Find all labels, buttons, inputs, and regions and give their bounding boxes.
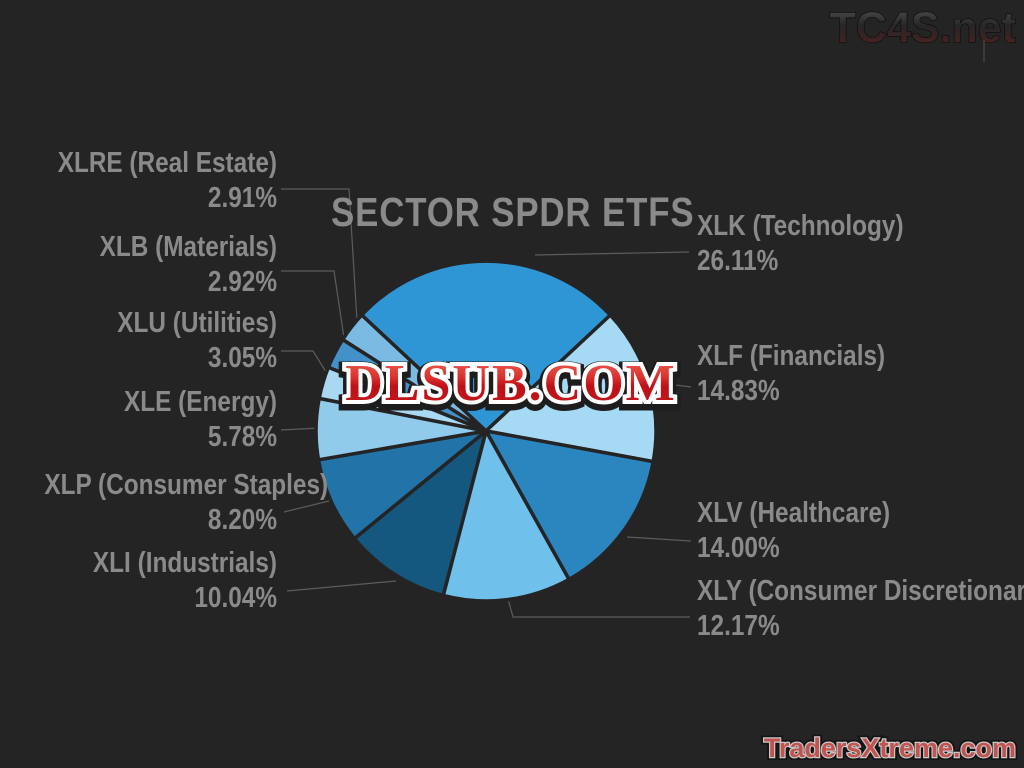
pie-slice-xlre (340, 313, 488, 433)
leader-line-xle (280, 427, 321, 431)
sector-label-percent: 26.11% (697, 245, 779, 277)
pie-slice-xlk (359, 259, 613, 433)
sector-label-percent: 5.78% (207, 421, 277, 453)
leader-line-xlb (281, 270, 347, 352)
center-watermark-shadow: DLSUB.COM (345, 358, 676, 415)
sector-label-name: XLF (Financials) (697, 340, 886, 372)
sector-label-percent: 3.05% (207, 342, 277, 374)
sector-label-xlp: XLP (Consumer Staples) 8.20% (44, 468, 329, 538)
sector-label-name: XLB (Materials) (99, 231, 278, 263)
sector-label-percent: 10.04% (194, 582, 277, 614)
sector-label-xlk: XLK (Technology) 26.11% (697, 209, 983, 279)
top-right-watermark: TC4S.net (829, 3, 1017, 62)
top-right-watermark-text: TC4S.net (830, 4, 1016, 52)
leader-line-xlk (534, 251, 690, 256)
leader-line-xlp (283, 499, 334, 513)
pie-slice-xli (352, 429, 488, 598)
sector-label-name: XLI (Industrials) (92, 547, 278, 579)
sector-label-xlu: XLU (Utilities) 3.05% (44, 306, 277, 376)
center-watermark: DLSUB.COM DLSUB.COM (338, 351, 682, 423)
sector-label-name: XLK (Technology) (697, 210, 904, 242)
center-watermark-text: DLSUB.COM (345, 355, 676, 412)
sector-label-xly: XLY (Consumer Discretionary) 12.17% (697, 574, 1024, 644)
pie-slice-xlf (484, 313, 658, 464)
sector-label-name: XLRE (Real Estate) (57, 147, 277, 179)
pie-slice-xly (441, 429, 571, 603)
sector-label-percent: 14.00% (697, 532, 780, 564)
sector-label-xli: XLI (Industrials) 10.04% (44, 546, 277, 616)
sector-label-name: XLU (Utilities) (117, 307, 277, 339)
sector-label-xle: XLE (Energy) 5.78% (44, 385, 277, 455)
sector-label-percent: 8.20% (207, 504, 277, 536)
sector-label-xlb: XLB (Materials) 2.92% (44, 230, 277, 300)
sector-label-percent: 14.83% (697, 375, 780, 407)
leader-line-xlre (281, 188, 358, 322)
leader-line-xlf (651, 381, 692, 388)
bottom-right-watermark: TradersXtreme.com TradersXtreme.com (761, 730, 1019, 766)
sector-label-name: XLY (Consumer Discretionary) (697, 575, 1024, 607)
sector-label-percent: 2.91% (207, 182, 277, 214)
sector-label-percent: 12.17% (697, 610, 780, 642)
sector-label-xlre: XLRE (Real Estate) 2.91% (44, 146, 277, 216)
sector-label-xlf: XLF (Financials) 14.83% (697, 339, 983, 409)
bottom-right-watermark-text: TradersXtreme.com (764, 733, 1016, 763)
chart-title: SECTOR SPDR ETFS (331, 189, 695, 235)
leader-line-xli (286, 580, 397, 592)
bottom-right-watermark-shadow: TradersXtreme.com (764, 733, 1016, 763)
leader-line-xlv (626, 536, 692, 542)
sector-label-percent: 2.92% (207, 266, 277, 298)
leader-line-xly (507, 598, 690, 618)
leader-lines (280, 188, 692, 618)
sector-label-name: XLP (Consumer Staples) (44, 469, 329, 501)
sector-label-name: XLV (Healthcare) (697, 497, 891, 529)
pie-slice-xlv (484, 429, 655, 582)
sector-label-xlv: XLV (Healthcare) 14.00% (697, 496, 983, 566)
pie (314, 259, 658, 603)
sector-label-name: XLE (Energy) (124, 386, 277, 418)
